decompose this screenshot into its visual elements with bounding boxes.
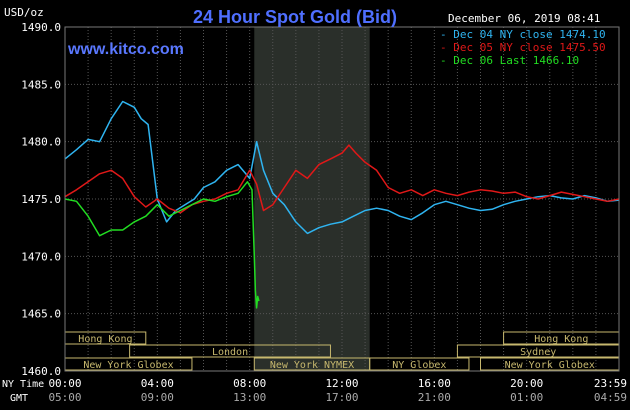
y-tick-label: 1480.0 [21, 136, 61, 149]
timestamp: December 06, 2019 08:41 [448, 12, 600, 25]
y-tick-label: 1485.0 [21, 78, 61, 91]
market-session-label: Sydney [520, 347, 556, 358]
y-tick-label: 1460.0 [21, 365, 61, 378]
x-tick-label-ny: 23:59 [594, 377, 627, 390]
y-tick-label: 1490.0 [21, 21, 61, 34]
x-tick-label-gmt: 05:00 [48, 391, 81, 404]
x-tick-label-gmt: 01:00 [510, 391, 543, 404]
x-tick-label-ny: 20:00 [510, 377, 543, 390]
watermark: www.kitco.com [67, 41, 184, 58]
market-session-label: NY Globex [392, 360, 446, 371]
x-tick-label-ny: 00:00 [48, 377, 81, 390]
x-tick-label-ny: 12:00 [325, 377, 358, 390]
ny-time-row-label: NY Time [2, 379, 44, 390]
market-session-label: Hong Kong [78, 334, 132, 345]
market-session-label: New York NYMEX [270, 360, 354, 371]
series-line-3 [64, 181, 260, 309]
y-tick-label: 1470.0 [21, 250, 61, 263]
gmt-row-label: GMT [10, 393, 28, 404]
market-session-label: New York Globex [505, 360, 595, 371]
x-tick-label-gmt: 17:00 [325, 391, 358, 404]
plot-border [64, 26, 620, 372]
y-tick-label: 1465.0 [21, 308, 61, 321]
series-line-1 [64, 100, 620, 235]
x-tick-label-ny: 04:00 [141, 377, 174, 390]
market-session-box [369, 357, 470, 371]
legend: - Dec 04 NY close 1474.10- Dec 05 NY clo… [440, 28, 606, 67]
chart-title: 24 Hour Spot Gold (Bid) [193, 7, 397, 27]
x-tick-label-gmt: 09:00 [141, 391, 174, 404]
units-label: USD/oz [4, 6, 44, 19]
y-axis-tick-labels: 1490.0 1485.0 1480.0 1475.0 1470.0 1465.0 1460… [21, 21, 61, 378]
legend-entry: - Dec 06 Last 1466.10 [440, 54, 579, 67]
series-line-2 [64, 144, 620, 214]
x-tick-label-ny: 08:00 [233, 377, 266, 390]
market-session-label: Hong Kong [534, 334, 588, 345]
x-tick-label-gmt: 13:00 [233, 391, 266, 404]
market-session-label: London [212, 347, 248, 358]
x-tick-label-gmt: 04:59 [594, 391, 627, 404]
y-tick-label: 1475.0 [21, 193, 61, 206]
x-tick-label-gmt: 21:00 [418, 391, 451, 404]
x-tick-label-ny: 16:00 [418, 377, 451, 390]
legend-entry: - Dec 05 NY close 1475.50 [440, 41, 606, 54]
price-series [64, 100, 620, 309]
legend-entry: - Dec 04 NY close 1474.10 [440, 28, 606, 41]
market-session-label: New York Globex [83, 360, 173, 371]
market-session-box [129, 344, 331, 358]
